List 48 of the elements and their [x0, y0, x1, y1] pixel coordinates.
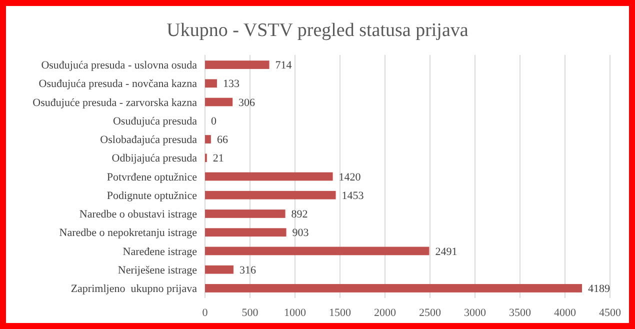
bar: [205, 79, 217, 88]
chart-title: Ukupno - VSTV pregled statusa prijava: [166, 20, 469, 41]
bar: [205, 60, 270, 69]
x-tick-label: 4500: [599, 307, 622, 319]
y-tick-label: Neriješene istrage: [118, 264, 198, 276]
x-tick-label: 2500: [419, 307, 442, 319]
bar: [205, 172, 333, 181]
data-label: 1420: [338, 171, 362, 184]
x-tick-label: 3000: [464, 307, 486, 319]
bar: [205, 135, 211, 144]
x-tick-label: 3500: [509, 307, 532, 319]
y-tick-label: Potvrđene optužnice: [106, 171, 198, 184]
bar: [205, 246, 430, 256]
data-label: 0: [211, 115, 217, 128]
bar: [205, 190, 336, 200]
y-tick-label: Naređene istrage: [122, 246, 198, 258]
bar: [205, 98, 233, 106]
y-tick-label: Osuđujuća presuda - novčana kazna: [38, 78, 198, 90]
data-label: 4189: [588, 283, 611, 296]
data-label: 133: [222, 78, 240, 90]
data-label: 306: [238, 96, 256, 109]
x-tick-label: 4000: [554, 307, 576, 319]
bar: [205, 284, 582, 292]
bar: [205, 228, 286, 237]
y-tick-label: Osuđujuća presuda: [112, 115, 198, 128]
data-label: 714: [275, 60, 292, 72]
y-tick-label: Zaprimljeno ukupno prijava: [70, 283, 198, 296]
data-label: 2491: [435, 246, 458, 258]
data-label: 892: [291, 208, 308, 221]
y-tick-label: Naredbe o nepokretanju istrage: [59, 227, 198, 240]
y-tick-label: Odbijajuća presuda: [112, 152, 198, 165]
data-label: 1453: [342, 190, 364, 202]
y-tick-label: Oslobađajuća presuda: [100, 134, 198, 146]
x-tick-label: 1000: [284, 307, 306, 319]
x-tick-label: 2000: [374, 307, 396, 319]
bar: [205, 265, 234, 274]
x-tick-label: 500: [242, 307, 259, 319]
y-tick-label: Naredbe o obustavi istrage: [79, 208, 198, 221]
data-label: 316: [239, 264, 256, 276]
data-label: 21: [212, 152, 224, 165]
y-tick-label: Osuđujuće presuda - zarvorska kazna: [32, 96, 198, 109]
data-label: 903: [292, 227, 310, 240]
x-tick-label: 0: [202, 307, 208, 319]
y-tick-label: Osuđujuća presuda - uslovna osuda: [41, 60, 198, 72]
x-tick-label: 1500: [329, 307, 352, 319]
y-tick-label: Podignute optužnice: [106, 190, 198, 202]
data-label: 66: [216, 134, 228, 146]
bar: [205, 210, 286, 218]
